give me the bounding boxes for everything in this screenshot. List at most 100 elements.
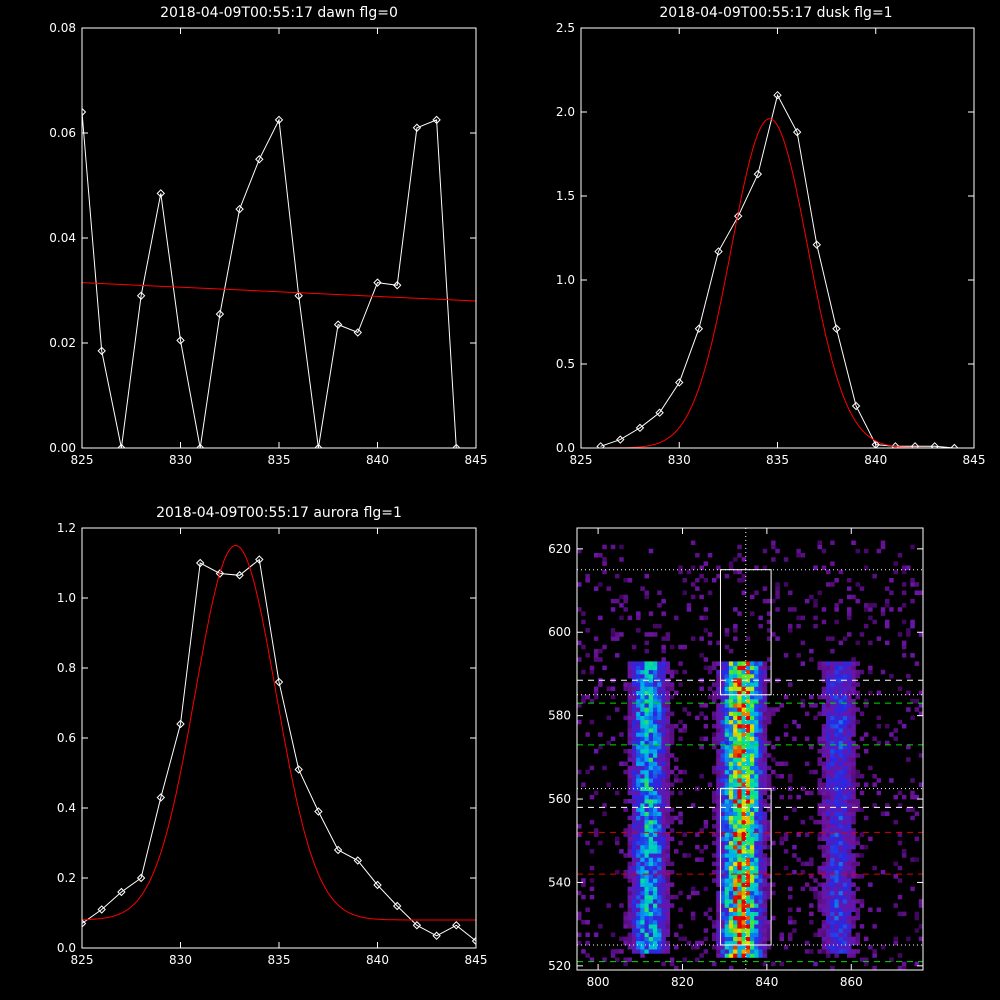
- heatmap-cell: [834, 790, 839, 796]
- heatmap-cell: [716, 782, 721, 787]
- heatmap-cell: [690, 945, 696, 950]
- heatmap-cell: [741, 719, 747, 725]
- heatmap-cell: [724, 836, 730, 842]
- heatmap-cell: [636, 628, 641, 633]
- heatmap-cell: [712, 740, 717, 746]
- heatmap-cell: [876, 907, 882, 912]
- heatmap-cell: [648, 865, 654, 871]
- heatmap-cell: [657, 661, 662, 666]
- heatmap-cell: [762, 744, 768, 750]
- heatmap-cell: [644, 753, 649, 758]
- heatmap-cell: [855, 694, 860, 700]
- heatmap-cell: [872, 953, 877, 958]
- heatmap-cell: [712, 769, 717, 775]
- heatmap-cell: [834, 707, 839, 712]
- heatmap-cell: [830, 749, 835, 754]
- heatmap-cell: [851, 857, 856, 862]
- heatmap-cell: [653, 803, 658, 808]
- heatmap-cell: [669, 753, 675, 758]
- heatmap-cell: [665, 815, 671, 821]
- heatmap-cell: [826, 857, 831, 862]
- heatmap-cell: [745, 665, 751, 671]
- heatmap-cell: [674, 894, 679, 900]
- heatmap-cell: [577, 719, 582, 725]
- heatmap-cell: [910, 790, 915, 796]
- heatmap-cell: [821, 828, 827, 833]
- heatmap-cell: [847, 849, 852, 854]
- heatmap-cell: [682, 707, 687, 712]
- heatmap-cell: [737, 711, 742, 716]
- heatmap-cell: [720, 932, 725, 937]
- heatmap-cell: [674, 849, 679, 854]
- heatmap-cell: [838, 886, 844, 892]
- heatmap-cell: [762, 819, 768, 825]
- heatmap-cell: [830, 932, 835, 937]
- heatmap-cell: [830, 878, 835, 883]
- heatmap-cell: [728, 928, 734, 933]
- heatmap-cell: [842, 899, 848, 904]
- x-tick-label: 830: [169, 953, 192, 967]
- heatmap-cell: [901, 965, 907, 971]
- heatmap-cell: [754, 761, 759, 766]
- heatmap-cell: [750, 673, 755, 679]
- heatmap-cell: [834, 940, 839, 946]
- heatmap-cell: [640, 744, 645, 750]
- heatmap-cell: [838, 728, 844, 733]
- heatmap-cell: [665, 632, 671, 637]
- heatmap-cell: [745, 736, 751, 741]
- heatmap-cell: [640, 769, 645, 775]
- heatmap-cell: [834, 807, 839, 812]
- heatmap-cell: [851, 832, 856, 837]
- heatmap-cell: [737, 945, 742, 950]
- heatmap-cell: [880, 544, 886, 550]
- heatmap-cell: [876, 690, 882, 696]
- heatmap-cell: [728, 911, 734, 917]
- x-tick-label: 860: [840, 975, 863, 989]
- heatmap-cell: [754, 669, 759, 675]
- heatmap-cell: [669, 673, 675, 679]
- heatmap-cell: [834, 849, 839, 854]
- heatmap-cell: [712, 861, 717, 867]
- heatmap-cell: [788, 607, 793, 612]
- heatmap-cell: [728, 903, 734, 908]
- diamond-marker: [635, 423, 645, 433]
- heatmap-cell: [838, 744, 844, 750]
- heatmap-cell: [851, 753, 856, 758]
- heatmap-cell: [745, 753, 751, 758]
- heatmap-cell: [720, 911, 725, 917]
- heatmap-cell: [623, 749, 628, 754]
- heatmap-cell: [728, 861, 734, 867]
- heatmap-cell: [750, 890, 755, 896]
- heatmap-cell: [724, 945, 730, 950]
- heatmap-cell: [707, 669, 713, 675]
- heatmap-cell: [636, 811, 641, 816]
- heatmap-cell: [737, 836, 742, 842]
- heatmap-cell: [631, 940, 637, 946]
- heatmap-cell: [754, 728, 759, 733]
- heatmap-cell: [762, 907, 768, 912]
- heatmap-cell: [661, 782, 666, 787]
- heatmap-cell: [728, 778, 734, 783]
- heatmap-cell: [868, 907, 873, 912]
- heatmap-cell: [653, 794, 658, 800]
- heatmap-cell: [733, 769, 738, 775]
- heatmap-cell: [674, 757, 679, 762]
- heatmap-cell: [863, 565, 869, 570]
- heatmap-cell: [644, 682, 649, 687]
- heatmap-cell: [644, 744, 649, 750]
- heatmap-cell: [750, 836, 755, 842]
- heatmap-cell: [636, 719, 641, 725]
- heatmap-cell: [847, 907, 852, 912]
- heatmap-cell: [754, 686, 759, 691]
- heatmap-cell: [712, 945, 717, 950]
- heatmap-cell: [745, 915, 751, 921]
- heatmap-cell: [737, 665, 742, 671]
- heatmap-cell: [648, 682, 654, 687]
- heatmap-cell: [720, 832, 725, 837]
- heatmap-cell: [775, 774, 780, 779]
- heatmap-cell: [716, 736, 721, 741]
- heatmap-cell: [640, 732, 645, 737]
- heatmap-cell: [745, 928, 751, 933]
- heatmap-cell: [826, 903, 831, 908]
- heatmap-cell: [750, 861, 755, 867]
